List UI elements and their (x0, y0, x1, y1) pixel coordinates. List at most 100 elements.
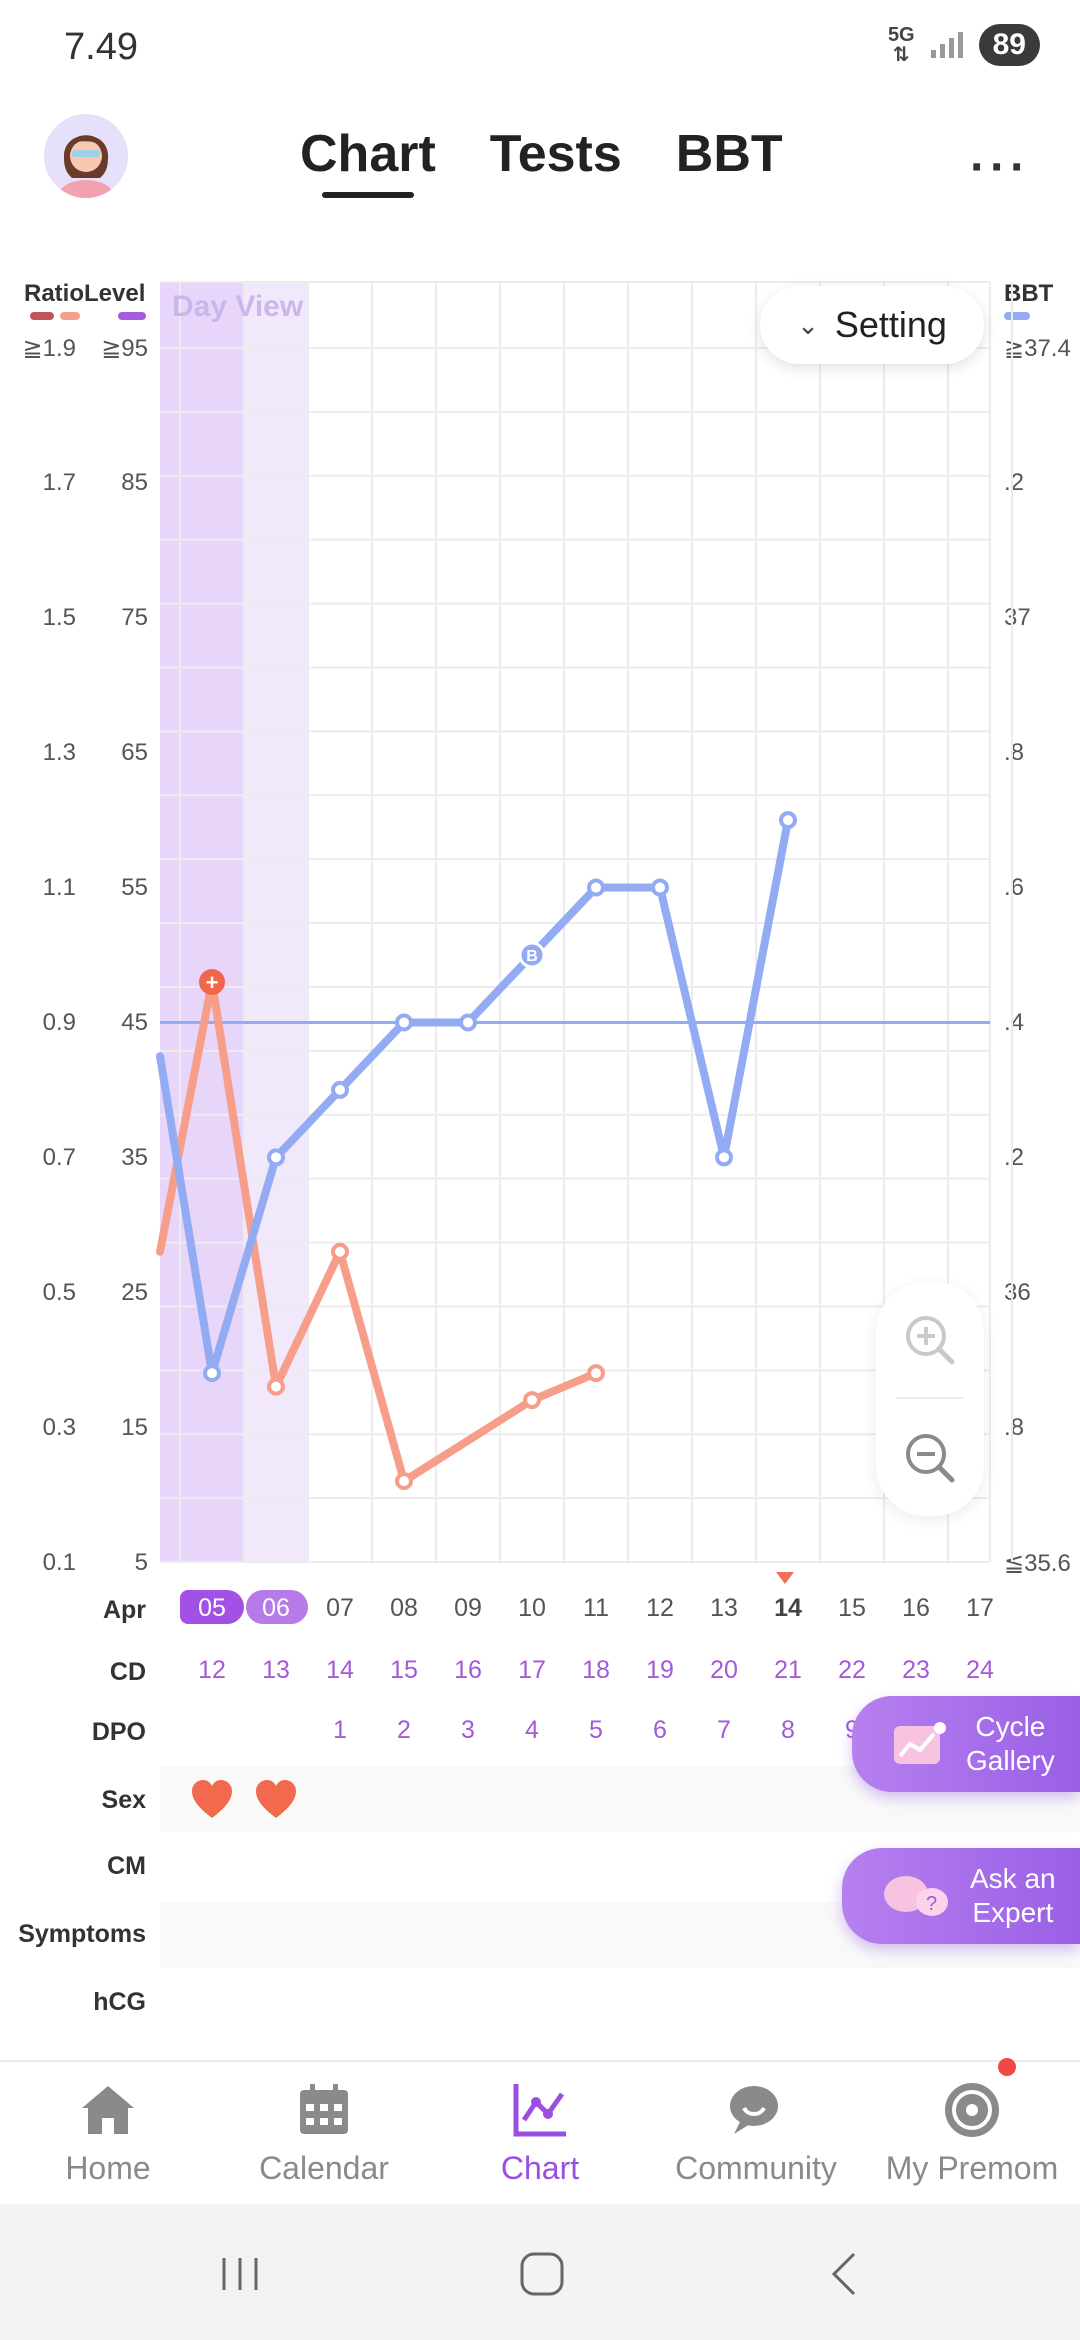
cycle-gallery-label: Cycle Gallery (966, 1711, 1055, 1776)
cd-row-label: CD (109, 1658, 146, 1686)
bbt-tick: .2 (1004, 469, 1025, 496)
date-cell[interactable]: 10 (518, 1594, 546, 1622)
level-point (395, 1472, 413, 1491)
avatar[interactable] (44, 114, 128, 198)
cycle-gallery-button[interactable]: Cycle Gallery (852, 1696, 1080, 1792)
date-cell[interactable]: 17 (966, 1594, 994, 1622)
date-cell[interactable]: 05 (198, 1594, 226, 1622)
status-icons: 5G ⇅ 89 (888, 24, 1040, 66)
nav-my-premom-label: My Premom (885, 2150, 1059, 2186)
bbt-b-marker (518, 941, 546, 969)
level-tick: 85 (121, 469, 148, 496)
cd-cell: 18 (582, 1656, 610, 1684)
nav-community[interactable]: Community (648, 2080, 864, 2187)
date-pill-05[interactable] (180, 1590, 244, 1624)
tab-bbt[interactable]: BBT (675, 125, 783, 183)
nav-home[interactable]: Home (0, 2080, 216, 2187)
date-cell[interactable]: 14 (774, 1594, 802, 1622)
cycle-chart[interactable]: +B (0, 0, 1080, 1580)
bbt-point (267, 1148, 285, 1167)
nav-calendar-label: Calendar (259, 2150, 389, 2186)
bbt-line-segment (336, 1018, 408, 1094)
dpo-cell: 7 (717, 1716, 731, 1744)
dpo-cell: 8 (781, 1716, 795, 1744)
bbt-b-marker-label: B (526, 948, 538, 965)
dpo-row-label: DPO (91, 1718, 146, 1746)
ratio-tick: 1.3 (42, 739, 76, 766)
bbt-tick: ≦35.6 (1004, 1550, 1071, 1577)
bbt-point (779, 811, 797, 830)
header-tabs: Chart Tests BBT (300, 124, 783, 198)
date-cell[interactable]: 16 (902, 1594, 930, 1622)
heart-icon[interactable] (254, 1778, 298, 1822)
community-icon (730, 2086, 778, 2134)
bbt-line-segment (528, 883, 600, 959)
cm-row-label: CM (107, 1852, 146, 1880)
recent-apps-icon[interactable] (210, 2244, 270, 2304)
cd-cell: 21 (774, 1656, 802, 1684)
zoom-out-icon[interactable] (902, 1430, 958, 1486)
level-axis-title: Level (84, 280, 146, 307)
level-point (331, 1242, 349, 1261)
date-cell[interactable]: 06 (262, 1594, 290, 1622)
level-tick: 65 (121, 739, 148, 766)
bbt-point (651, 878, 669, 897)
bbt-swatch (1004, 312, 1030, 320)
system-nav-bar (0, 2204, 1080, 2340)
bbt-point (715, 1148, 733, 1167)
dpo-cell: 1 (333, 1716, 347, 1744)
tab-chart[interactable]: Chart (300, 124, 436, 198)
home-system-icon[interactable] (512, 2244, 572, 2304)
chart-icon (513, 2084, 566, 2137)
level-line-segment (336, 1247, 408, 1486)
calendar-icon (300, 2084, 348, 2134)
level-line-segment (272, 1247, 344, 1391)
nav-community-label: Community (675, 2150, 837, 2186)
bbt-tick: .4 (1004, 1009, 1025, 1036)
bbt-tick: ≧37.4 (1004, 335, 1071, 362)
bbt-point (331, 1080, 349, 1099)
more-menu-button[interactable]: ··· (970, 141, 1030, 194)
date-cell[interactable]: 09 (454, 1594, 482, 1622)
date-cell[interactable]: 13 (710, 1594, 738, 1622)
bbt-tick: 36 (1004, 1279, 1031, 1306)
level-tick: 35 (121, 1144, 148, 1171)
date-pill-06[interactable] (246, 1590, 308, 1624)
date-cell[interactable]: 11 (583, 1594, 609, 1622)
cd-cell: 16 (454, 1656, 482, 1684)
back-icon[interactable] (816, 2244, 876, 2304)
date-cell[interactable]: 12 (646, 1594, 674, 1622)
bbt-tick: 37 (1004, 604, 1031, 631)
status-bar: 7.49 5G ⇅ 89 (0, 0, 1080, 90)
ask-expert-button[interactable]: ? Ask an Expert (842, 1848, 1080, 1944)
level-tick: 15 (121, 1414, 148, 1441)
cd-cell: 22 (838, 1656, 866, 1684)
ratio-axis-title: Ratio (24, 280, 84, 307)
ratio-swatch-light (60, 312, 80, 320)
bbt-point (203, 1364, 221, 1383)
cd-cell: 13 (262, 1656, 290, 1684)
nav-calendar[interactable]: Calendar (216, 2080, 432, 2187)
date-cell[interactable]: 07 (326, 1594, 354, 1622)
heart-icon[interactable] (190, 1778, 234, 1822)
nav-chart-label: Chart (500, 2150, 580, 2186)
bbt-tick: .6 (1004, 874, 1025, 901)
dpo-cell: 5 (589, 1716, 603, 1744)
battery-indicator: 89 (978, 24, 1040, 66)
sex-row-label: Sex (101, 1786, 146, 1814)
month-label: Apr (102, 1596, 146, 1624)
tab-tests[interactable]: Tests (489, 125, 622, 183)
cd-cell: 14 (326, 1656, 354, 1684)
nav-my-premom[interactable]: My Premom (864, 2080, 1080, 2187)
ratio-tick: 0.5 (42, 1279, 76, 1306)
setting-button[interactable]: ⌄ Setting (760, 286, 984, 364)
svg-text:?: ? (926, 1893, 937, 1915)
nav-home-label: Home (65, 2150, 151, 2186)
date-cell[interactable]: 15 (838, 1594, 866, 1622)
zoom-in-icon[interactable] (902, 1312, 958, 1368)
bbt-line-segment (272, 1085, 344, 1162)
nav-chart[interactable]: Chart (432, 2080, 648, 2187)
bbt-line-segment (156, 1052, 216, 1378)
date-cell[interactable]: 08 (390, 1594, 418, 1622)
highlight-day-05 (160, 282, 244, 1562)
